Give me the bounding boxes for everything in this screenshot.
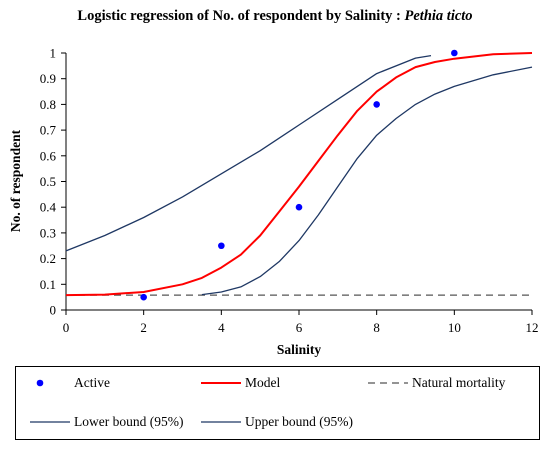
legend-label-active: Active [74,375,110,390]
y-tick-label-2: 0.2 [40,251,56,266]
series-line-upper-bound-95 [201,66,533,296]
legend-item-natural-mortality: Natural mortality [368,375,505,391]
series-line-lower-bound-95 [65,54,432,252]
chart-svg: 00.10.20.30.40.50.60.70.80.910 2 4 6 8 10 12 S… [8,46,539,358]
data-point-active-3 [373,101,380,108]
y-tick-label-6: 0.6 [40,148,57,163]
y-tick-label-9: 0.9 [40,71,56,86]
x-tick-label-4: 8 [373,320,380,335]
data-point-active-1 [218,242,225,250]
chart-title: Logistic regression of No. of respondent… [0,8,550,25]
data-point-active-0 [140,293,147,301]
x-tick-label-6: 12 [526,320,539,335]
y-tick-label-7: 0.7 [40,123,57,138]
legend-label-natural-mortality: Natural mortality [412,375,506,390]
legend-label-lower-bound: Lower bound (95%) [74,414,184,429]
x-tick-label-5: 10 [448,320,461,335]
plot-area: 00.10.20.30.40.50.60.70.80.910 2 4 6 8 10 12 [40,46,539,336]
y-tick-label-3: 0.3 [40,225,56,240]
y-tick-label-0: 0 [50,303,57,318]
legend-line-natural-mortality [368,382,408,384]
x-tick-label-2: 4 [218,320,225,335]
legend-label-upper-bound: Upper bound (95%) [245,414,353,429]
y-axis-title: No. of respondent [8,129,23,232]
legend-item-upper-bound: Upper bound (95%) [201,414,353,430]
chart-title-species: Pethia ticto [404,8,473,24]
legend-line-model [201,382,241,384]
y-tick-label-1: 0.1 [40,277,56,292]
x-tick-label-1: 2 [140,320,147,335]
legend-item-lower-bound: Lower bound (95%) [30,414,183,430]
series-line-model [65,52,533,297]
legend-line-lower-bound [30,421,70,423]
y-tick-label-5: 0.5 [40,174,56,189]
y-tick-label-8: 0.8 [40,97,56,112]
legend-line-upper-bound [201,421,241,423]
legend-item-active: Active [30,375,110,391]
legend-label-model: Model [245,375,281,390]
chart-title-text: Logistic regression of No. of respondent… [77,8,405,24]
legend-marker-active [36,379,44,387]
x-axis-title: Salinity [277,342,322,357]
data-point-active-2 [295,203,303,211]
x-tick-label-0: 0 [63,320,70,335]
legend: Active Model Natural mortality Lower bou… [15,366,540,440]
data-point-active-4 [451,49,458,57]
x-tick-label-3: 6 [296,320,303,335]
y-tick-label-10: 1 [50,46,57,61]
legend-item-model: Model [201,375,280,391]
y-tick-label-4: 0.4 [40,200,57,215]
